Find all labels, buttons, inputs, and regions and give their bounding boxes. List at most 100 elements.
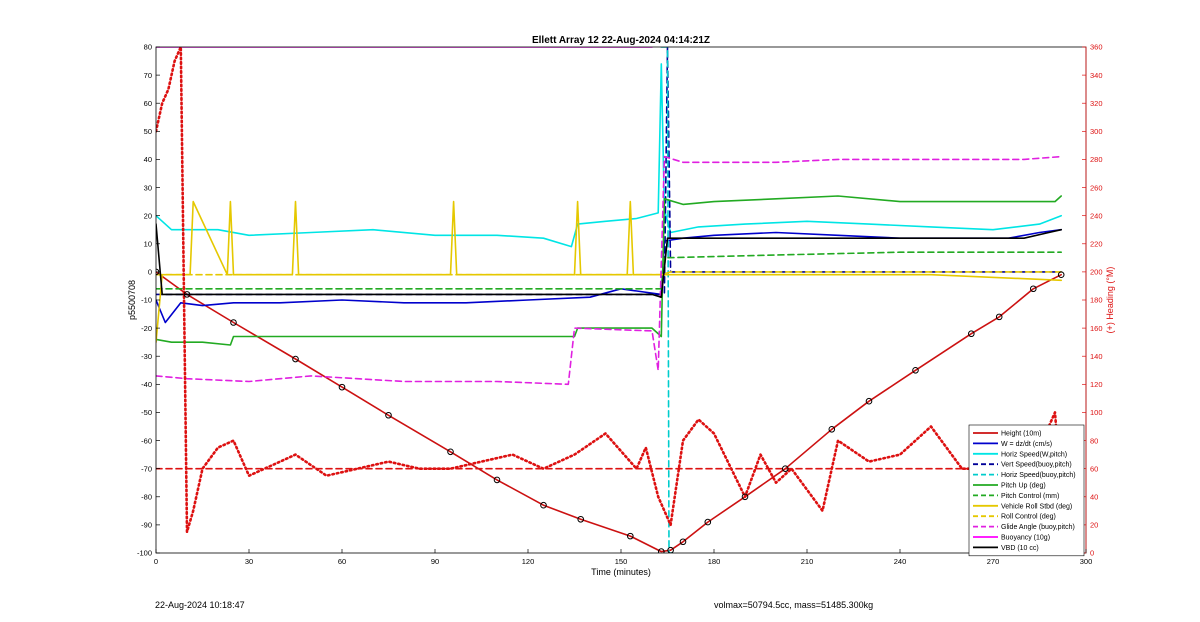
y-tick-right-label: 180	[1090, 296, 1103, 305]
y-tick-right-label: 120	[1090, 380, 1103, 389]
height-marker	[1057, 271, 1065, 279]
height-marker	[493, 476, 501, 484]
plot-area	[156, 47, 1065, 553]
height-marker	[865, 397, 873, 405]
height-marker	[658, 548, 665, 553]
y-tick-right-label: 240	[1090, 211, 1103, 220]
y-tick-left-label: 10	[144, 239, 152, 248]
y-tick-left-label: -100	[137, 549, 152, 558]
y-tick-left-label: -50	[141, 408, 152, 417]
height-marker	[447, 448, 454, 456]
y-tick-left-label: 0	[148, 268, 152, 277]
series-line-4	[660, 47, 675, 553]
y-tick-left-label: 80	[144, 43, 152, 52]
y-axis-left-label: p5500708	[127, 280, 137, 320]
series-line-5	[156, 195, 1062, 346]
footer-timestamp: 22-Aug-2024 10:18:47	[155, 600, 245, 610]
height-marker	[540, 501, 547, 509]
y-tick-left-label: 50	[144, 127, 152, 136]
axes: 0 30 60 90 120 150 180 210 240 270 300-100-90-80-7…	[137, 43, 1103, 566]
legend-entry: Vert Speed(buoy,pitch)	[1001, 462, 1072, 469]
height-marker	[292, 355, 299, 363]
series-line-1	[156, 228, 1062, 324]
x-axis-label: Time (minutes)	[591, 567, 651, 577]
height-marker	[782, 465, 789, 472]
legend-entry: Height (10m)	[1001, 431, 1041, 438]
x-tick-label: 210	[801, 557, 814, 566]
series-line-0	[156, 271, 1062, 553]
x-tick-label: 300	[1080, 557, 1093, 566]
height-marker	[338, 383, 346, 391]
y-axis-right-label: (+) Heading (°M)	[1105, 267, 1115, 334]
height-marker	[679, 538, 687, 546]
y-tick-right-label: 160	[1090, 324, 1103, 333]
y-tick-right-label: 280	[1090, 155, 1103, 164]
height-marker	[968, 330, 975, 338]
y-tick-right-label: 260	[1090, 183, 1103, 192]
plot-frame	[155, 46, 1087, 554]
height-marker	[995, 313, 1003, 321]
y-tick-right-label: 320	[1090, 99, 1103, 108]
y-tick-right-label: 40	[1090, 492, 1098, 501]
legend-entry: Vehicle Roll Stbd (deg)	[1001, 503, 1072, 510]
y-tick-right-label: 200	[1090, 268, 1103, 277]
height-marker	[828, 426, 836, 433]
series-line-3	[156, 47, 1062, 296]
y-tick-right-label: 360	[1090, 43, 1103, 52]
y-tick-left-label: 60	[144, 99, 152, 108]
legend-entry: Horiz Speed(buoy,pitch)	[1001, 472, 1076, 479]
x-tick-label: 30	[245, 557, 253, 566]
series-line-9	[156, 155, 1062, 386]
y-tick-right-label: 60	[1090, 464, 1098, 473]
y-tick-left-label: 70	[144, 71, 152, 80]
height-marker	[741, 493, 749, 501]
legend-entry: Pitch Up (deg)	[1001, 483, 1046, 490]
height-marker	[627, 532, 634, 540]
legend-entry: VBD (10 cc)	[1001, 545, 1039, 552]
x-tick-label: 240	[894, 557, 907, 566]
x-tick-label: 180	[708, 557, 721, 566]
legend-entry: Horiz Speed(W,pitch)	[1001, 451, 1067, 458]
x-tick-label: 150	[615, 557, 628, 566]
height-marker	[230, 319, 237, 326]
x-tick-label: 90	[431, 557, 439, 566]
x-tick-label: 0	[154, 557, 158, 566]
y-tick-right-label: 80	[1090, 436, 1098, 445]
y-tick-left-label: -60	[141, 436, 152, 445]
y-tick-right-label: 20	[1090, 521, 1098, 530]
y-tick-right-label: 300	[1090, 127, 1103, 136]
y-tick-left-label: 30	[144, 183, 152, 192]
series-line-6	[156, 251, 1062, 290]
legend-entry: Buoyancy (10g)	[1001, 535, 1050, 542]
legend-box	[968, 424, 1085, 557]
y-tick-left-label: -10	[141, 296, 152, 305]
series-line-11	[156, 223, 1062, 299]
y-tick-left-label: -80	[141, 492, 152, 501]
y-tick-right-label: 140	[1090, 352, 1103, 361]
x-tick-label: 60	[338, 557, 346, 566]
legend-entry: W = dz/dt (cm/s)	[1001, 441, 1052, 448]
legend-entry: Roll Control (deg)	[1001, 514, 1056, 521]
height-marker	[385, 411, 392, 419]
y-tick-right-label: 340	[1090, 71, 1103, 80]
y-tick-left-label: -20	[141, 324, 152, 333]
y-tick-left-label: 20	[144, 211, 152, 220]
height-marker	[912, 366, 919, 374]
series-line-2	[156, 63, 1062, 248]
x-tick-label: 120	[522, 557, 535, 566]
y-tick-left-label: -70	[141, 464, 152, 473]
chart-title: Ellett Array 12 22-Aug-2024 04:14:21Z	[532, 35, 710, 46]
y-tick-left-label: -30	[141, 352, 152, 361]
x-tick-label: 270	[987, 557, 1000, 566]
legend-entry: Pitch Control (mm)	[1001, 493, 1059, 500]
y-tick-left-label: -40	[141, 380, 152, 389]
y-tick-right-label: 220	[1090, 239, 1103, 248]
height-marker	[1030, 285, 1037, 293]
height-marker	[577, 515, 585, 523]
height-marker	[704, 518, 712, 526]
footer-volmax-mass: volmax=50794.5cc, mass=51485.300kg	[714, 600, 874, 610]
y-tick-left-label: -90	[141, 521, 152, 530]
height-marker	[183, 291, 191, 298]
y-tick-left-label: 40	[144, 155, 152, 164]
